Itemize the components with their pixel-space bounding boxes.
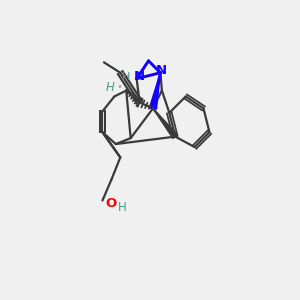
Polygon shape xyxy=(149,73,161,109)
Text: N: N xyxy=(134,70,145,83)
Polygon shape xyxy=(153,108,178,139)
Text: N: N xyxy=(156,64,167,77)
Text: H: H xyxy=(122,72,130,82)
Text: H: H xyxy=(118,202,127,214)
Text: O: O xyxy=(106,197,117,210)
Text: '': '' xyxy=(117,84,122,94)
Text: H: H xyxy=(105,81,114,94)
